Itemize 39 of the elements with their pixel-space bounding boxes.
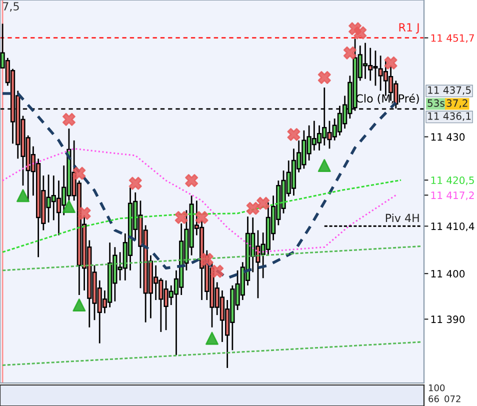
line-series [2, 179, 402, 253]
point [256, 196, 270, 210]
point [210, 264, 224, 278]
point [318, 71, 331, 84]
point [205, 332, 219, 345]
text: 100 [428, 384, 445, 392]
y-tick-label: 11 390 [431, 316, 465, 324]
point [318, 159, 331, 172]
point [78, 206, 91, 220]
y-tick-label: 11 430 [431, 133, 465, 141]
series-label: Piv 4H [386, 214, 419, 222]
point [185, 174, 198, 188]
text: 53s [428, 99, 444, 107]
point [287, 128, 300, 142]
point [200, 252, 214, 266]
y-tick-label: 11 417,2 [431, 192, 474, 200]
point [62, 112, 76, 126]
point [72, 166, 86, 180]
point [72, 298, 86, 312]
point [16, 189, 30, 202]
annotation: 7,5 [3, 2, 19, 12]
y-tick-label: 11 420,5 [431, 176, 474, 186]
point [246, 202, 260, 215]
point [128, 176, 142, 190]
text: 11 436,1 [428, 112, 471, 121]
y-tick-label: 11 451,7 [431, 34, 474, 43]
point [343, 46, 356, 60]
ref-line-label: R1 J [399, 23, 419, 34]
point [62, 200, 76, 214]
text: 072 [444, 395, 460, 402]
point [174, 210, 188, 224]
text: 66 [428, 395, 439, 402]
point [384, 56, 398, 70]
point [354, 26, 367, 40]
text: 11 437,5 [428, 86, 471, 95]
point [195, 210, 208, 224]
y-tick-label: 11 400 [431, 270, 465, 278]
text: 37,2 [446, 99, 468, 108]
y-tick-label: 11 410,4 [431, 222, 474, 232]
